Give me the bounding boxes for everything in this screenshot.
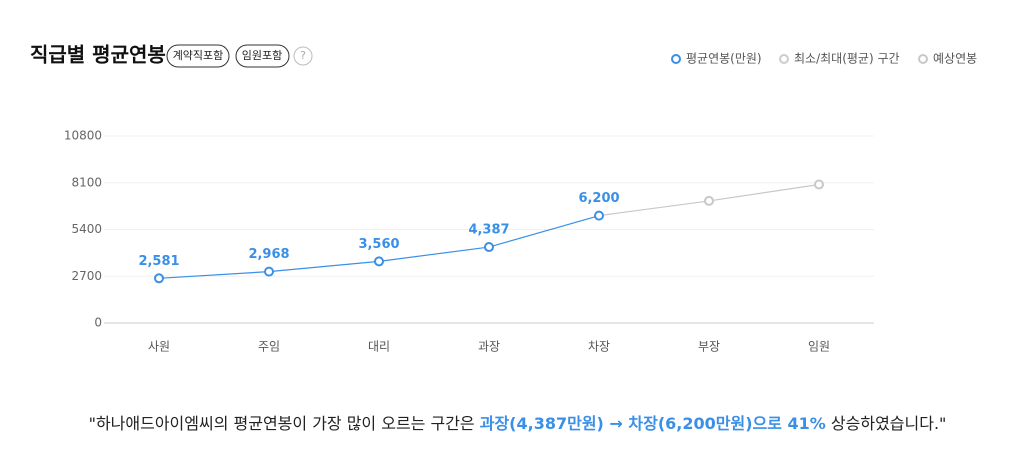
x-tick-label: 사원 — [148, 340, 170, 354]
point — [374, 256, 384, 267]
badge — [235, 44, 290, 68]
legend-label: 최소/최대(평균) 구간 — [794, 52, 900, 66]
legend-marker — [779, 54, 789, 64]
footnote-text: "하나애드아이엠씨의 평균연봉이 가장 많이 오르는 구간은 — [88, 414, 480, 433]
point — [154, 273, 164, 284]
legend-label: 예상연봉 — [933, 52, 977, 66]
x-tick-label: 과장 — [478, 340, 500, 354]
y-tick-label: 8100 — [71, 175, 102, 189]
x-tick-label: 주임 — [258, 340, 280, 354]
chart-title: 직급별 평균연봉 — [30, 43, 166, 67]
legend-marker — [918, 54, 928, 64]
help-label[interactable]: ? — [300, 49, 306, 62]
x-tick-label: 대리 — [368, 340, 390, 354]
chart: 직급별 평균연봉 계약직포함 임원포함 ? 0 2700 5400 8100 10800… — [30, 43, 977, 354]
point — [264, 266, 274, 277]
footnote-text: 상승하였습니다." — [825, 414, 947, 433]
x-tick-label: 차장 — [588, 340, 610, 354]
y-tick-label: 0 — [94, 316, 102, 330]
x-tick-label: 부장 — [698, 340, 720, 354]
legend-marker — [671, 54, 681, 64]
data-label: 2,968 — [248, 247, 289, 262]
point — [594, 210, 604, 221]
help-icon[interactable] — [293, 46, 313, 66]
point — [814, 179, 824, 190]
y-tick-label: 5400 — [71, 222, 102, 236]
data-label: 2,581 — [138, 254, 179, 269]
badge-label: 계약직포함 — [173, 48, 224, 62]
data-label: 4,387 — [468, 223, 509, 238]
y-tick-label: 10800 — [64, 129, 102, 143]
badge-label: 임원포함 — [242, 49, 282, 62]
point — [484, 242, 494, 253]
point — [704, 195, 714, 206]
data-label: 3,560 — [358, 237, 399, 252]
x-tick-label: 임원 — [808, 340, 830, 354]
badge — [166, 44, 230, 68]
y-tick-label: 2700 — [71, 269, 102, 283]
legend-label: 평균연봉(만원) — [686, 52, 762, 66]
footnote-highlight: 과장(4,387만원) → 차장(6,200만원)으로 41% — [479, 414, 826, 433]
footnote: "하나애드아이엠씨의 평균연봉이 가장 많이 오르는 구간은 과장(4,387만… — [0, 410, 1035, 434]
data-label: 6,200 — [578, 191, 619, 206]
